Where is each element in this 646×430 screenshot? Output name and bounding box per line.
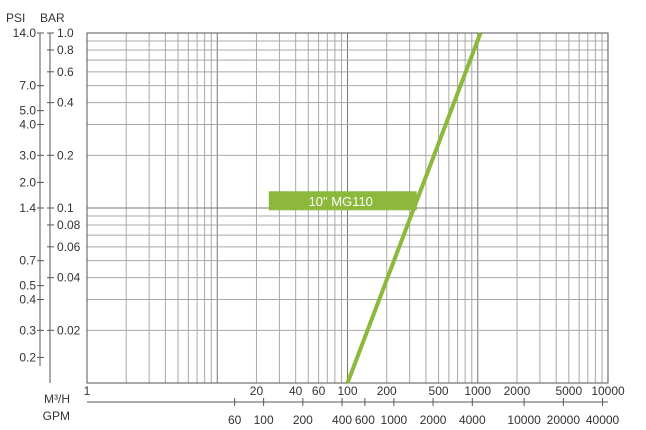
gpm-tick-label: 20000	[547, 413, 581, 427]
psi-tick-label: 0.4	[19, 293, 36, 307]
labels-layer: 10" MG110	[268, 191, 417, 211]
psi-tick-label: 0.5	[19, 279, 36, 293]
psi-unit-label: PSI	[6, 11, 25, 25]
gpm-tick-label: 200	[293, 413, 313, 427]
bar-tick-label: 0.8	[57, 43, 74, 57]
psi-tick-label: 1.4	[19, 201, 36, 215]
psi-tick-label: 2.0	[19, 175, 36, 189]
bar-tick-label: 0.6	[57, 65, 74, 79]
psi-tick-label: 14.0	[13, 26, 37, 40]
gpm-tick-label: 10000	[507, 413, 541, 427]
bar-unit-label: BAR	[40, 11, 65, 25]
series-label: 10" MG110	[309, 194, 373, 209]
m3h-tick-label: 1000	[464, 384, 491, 398]
psi-tick-label: 4.0	[19, 118, 36, 132]
bar-tick-label: 0.1	[57, 201, 74, 215]
psi-tick-label: 0.7	[19, 254, 36, 268]
m3h-tick-label: 100	[337, 384, 357, 398]
bar-tick-label: 0.08	[57, 218, 81, 232]
bar-tick-label: 0.06	[57, 240, 81, 254]
m3h-tick-label: 1	[84, 384, 91, 398]
gpm-tick-label: 600	[355, 413, 375, 427]
psi-tick-label: 7.0	[19, 79, 36, 93]
bar-tick-label: 0.2	[57, 148, 74, 162]
bar-tick-label: 1.0	[57, 26, 74, 40]
m3h-tick-label: 60	[312, 384, 326, 398]
m3h-tick-label: 40	[289, 384, 303, 398]
gpm-tick-label: 2000	[420, 413, 447, 427]
series-label-box	[268, 191, 417, 211]
axes: 14.07.05.04.03.02.01.40.70.50.40.30.2PSI…	[6, 11, 625, 427]
m3h-tick-label: 2000	[504, 384, 531, 398]
gpm-tick-label: 1000	[381, 413, 408, 427]
gpm-tick-label: 400	[332, 413, 352, 427]
m3h-tick-label: 5000	[555, 384, 582, 398]
gpm-tick-label: 100	[254, 413, 274, 427]
psi-tick-label: 0.2	[19, 350, 36, 364]
m3h-tick-label: 10000	[591, 384, 625, 398]
gpm-tick-label: 60	[228, 413, 242, 427]
gpm-tick-label: 4000	[459, 413, 486, 427]
psi-tick-label: 0.3	[19, 323, 36, 337]
m3h-unit-label: M³/H	[44, 392, 70, 406]
bar-tick-label: 0.04	[57, 271, 81, 285]
bar-tick-label: 0.4	[57, 96, 74, 110]
m3h-tick-label: 20	[250, 384, 264, 398]
gpm-tick-label: 40000	[586, 413, 620, 427]
m3h-tick-label: 500	[429, 384, 449, 398]
gpm-unit-label: GPM	[43, 409, 70, 423]
psi-tick-label: 3.0	[19, 148, 36, 162]
bar-tick-label: 0.02	[57, 323, 81, 337]
m3h-tick-label: 200	[377, 384, 397, 398]
psi-tick-label: 5.0	[19, 104, 36, 118]
